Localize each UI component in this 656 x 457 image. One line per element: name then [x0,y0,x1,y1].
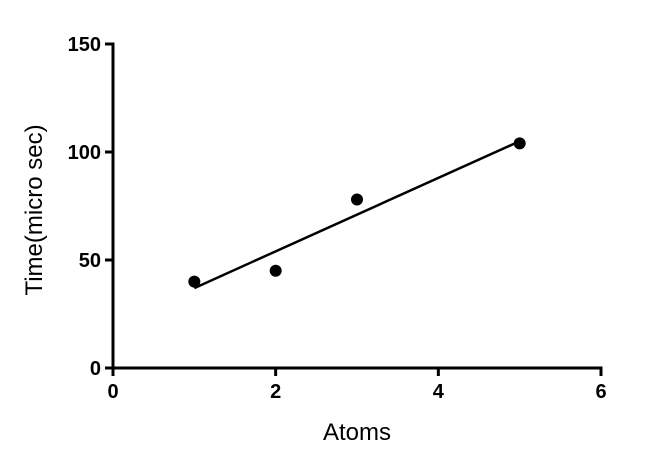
y-tick-label: 150 [68,34,101,56]
axes [111,42,603,370]
x-axis-title: Atoms [323,419,391,446]
x-ticks: 0 2 4 6 [107,368,607,403]
fit-line [193,140,521,290]
y-ticks: 0 50 100 150 [68,34,113,380]
x-tick-label: 0 [107,381,118,403]
fit-line-group [193,140,521,290]
x-tick-label: 6 [595,381,606,403]
data-point [513,137,526,150]
y-tick-label: 50 [79,250,101,272]
x-tick-label: 2 [270,381,281,403]
data-point [188,275,201,288]
data-point [269,264,282,277]
data-points [188,137,526,288]
x-tick-label: 4 [433,381,445,403]
y-axis-title: Time(micro sec) [21,124,48,295]
data-point [351,193,363,206]
y-tick-label: 0 [90,358,101,380]
y-tick-label: 100 [68,142,101,164]
